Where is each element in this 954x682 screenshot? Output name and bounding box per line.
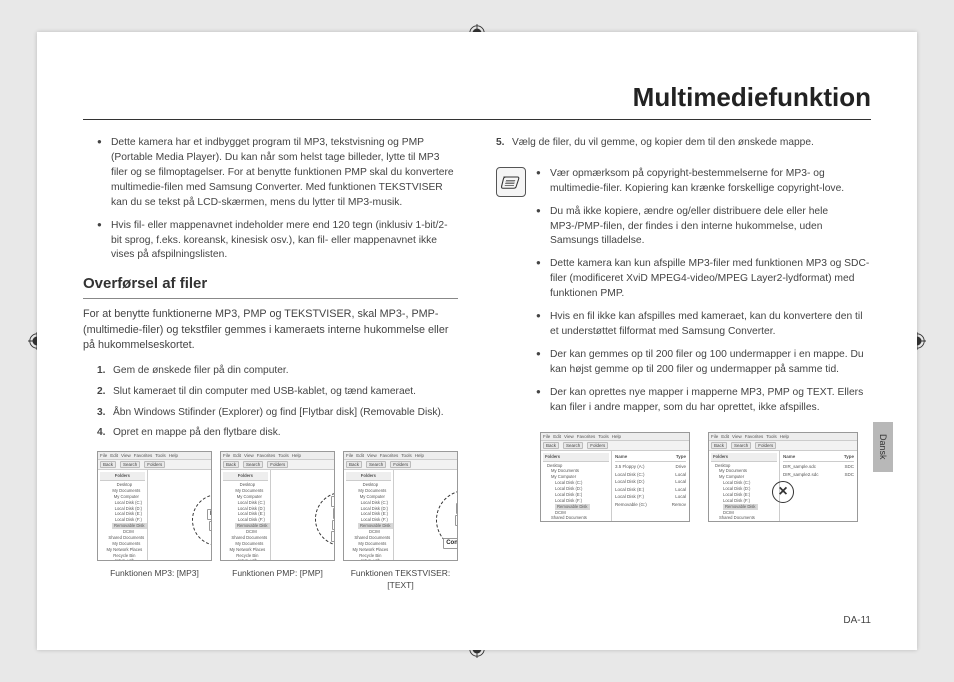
right-column: Vælg de filer, du vil gemme, og kopier d…: [496, 136, 871, 592]
step: Gem de ønskede filer på din computer.: [97, 364, 458, 379]
figure-caption: Funktionen MP3: [MP3]: [97, 567, 212, 579]
note-bullet: Vær opmærksom på copyright-bestemmelsern…: [536, 167, 871, 197]
left-column: Dette kamera har et indbygget program ti…: [83, 136, 458, 592]
figure-text: FileEditViewFavoritesToolsHelp BackSearc…: [343, 451, 458, 592]
forbidden-icon: [772, 481, 794, 503]
step: Opret en mappe på den flytbare disk.: [97, 426, 458, 441]
right-figure-row: FileEditViewFavoritesToolsHelp BackSearc…: [496, 432, 871, 522]
figure-mp3: FileEditViewFavoritesToolsHelp BackSearc…: [97, 451, 212, 592]
note-bullet: Der kan gemmes op til 200 filer og 100 u…: [536, 348, 871, 378]
figure-caption: Funktionen PMP: [PMP]: [220, 567, 335, 579]
note-bullet: Du må ikke kopiere, ændre og/eller distr…: [536, 205, 871, 250]
highlight-circle: MP3 PMP TEXT tour Control Panel: [436, 490, 458, 550]
page-number: DA-11: [843, 615, 871, 626]
figure-pmp: FileEditViewFavoritesToolsHelp BackSearc…: [220, 451, 335, 592]
bullet: Dette kamera har et indbygget program ti…: [97, 136, 458, 211]
step: Åbn Windows Stifinder (Explorer) og find…: [97, 406, 458, 421]
page: Multimediefunktion Dette kamera har et i…: [37, 32, 917, 650]
note-icon: [496, 167, 526, 197]
step: Slut kameraet til din computer med USB-k…: [97, 385, 458, 400]
note-block: Vær opmærksom på copyright-bestemmelsern…: [496, 167, 871, 424]
note-bullet: Der kan oprettes nye mapper i mapperne M…: [536, 386, 871, 416]
highlight-circle: DCIM MP3: [192, 494, 212, 546]
section-intro: For at benytte funktionerne MP3, PMP og …: [83, 307, 458, 354]
explorer-window: FileEditViewFavoritesToolsHelp BackSearc…: [343, 451, 458, 561]
note-bullet: Dette kamera kan kun afspille MP3-filer …: [536, 257, 871, 302]
figure-row: FileEditViewFavoritesToolsHelp BackSearc…: [83, 451, 458, 592]
bullet: Hvis fil- eller mappenavnet indeholder m…: [97, 219, 458, 264]
language-tab: Dansk: [873, 422, 893, 472]
page-title: Multimediefunktion: [83, 82, 871, 120]
explorer-window: FileEditViewFavoritesToolsHelp BackSearc…: [220, 451, 335, 561]
step: Vælg de filer, du vil gemme, og kopier d…: [496, 136, 871, 151]
note-bullet: Hvis en fil ikke kan afspilles med kamer…: [536, 310, 871, 340]
section-heading: Overførsel af filer: [83, 273, 458, 299]
columns: Dette kamera har et indbygget program ti…: [83, 136, 871, 592]
explorer-window-forbidden: FileEditViewFavoritesToolsHelp BackSearc…: [708, 432, 858, 522]
language-label: Dansk: [878, 434, 888, 460]
highlight-circle: DCIM MP3 PMP TEXT: [315, 492, 335, 546]
figure-caption: Funktionen TEKSTVISER: [TEXT]: [343, 567, 458, 592]
explorer-window: FileEditViewFavoritesToolsHelp BackSearc…: [540, 432, 690, 522]
explorer-window: FileEditViewFavoritesToolsHelp BackSearc…: [97, 451, 212, 561]
